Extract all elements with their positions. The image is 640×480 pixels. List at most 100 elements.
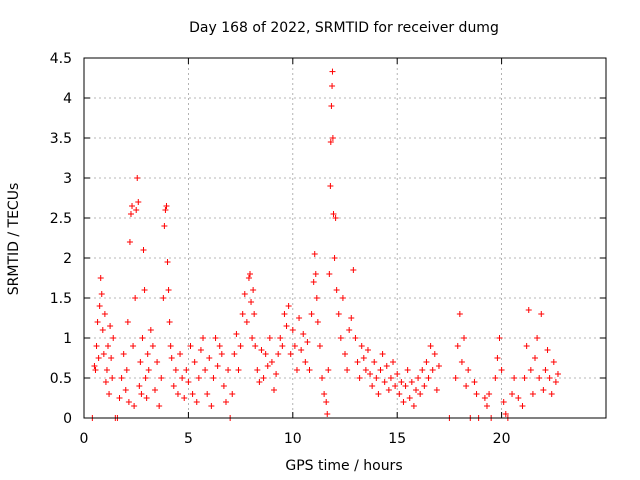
data-point [324, 411, 331, 417]
y-tick-label: 2 [63, 251, 72, 267]
data-point [250, 287, 257, 293]
data-point [521, 375, 528, 381]
data-point [145, 367, 152, 373]
data-point [532, 355, 539, 361]
data-point [392, 383, 399, 389]
y-tick-label: 4.5 [50, 51, 72, 67]
data-point [189, 391, 196, 397]
data-point [321, 391, 328, 397]
data-point [168, 355, 175, 361]
y-axis-label: SRMTID / TECUs [6, 183, 22, 296]
data-point [92, 367, 99, 373]
data-point [356, 375, 363, 381]
data-point [251, 311, 258, 317]
data-point [229, 391, 236, 397]
data-point [130, 343, 137, 349]
data-point [106, 391, 113, 397]
y-tick-label: 1 [63, 331, 72, 347]
data-point [103, 367, 110, 373]
x-tick-label: 20 [493, 431, 511, 447]
data-point [548, 391, 555, 397]
x-tick-label: 10 [284, 431, 302, 447]
data-point [360, 355, 367, 361]
data-point [93, 343, 100, 349]
data-point [214, 363, 221, 369]
data-point [181, 395, 188, 401]
data-point [143, 395, 150, 401]
data-point [293, 367, 300, 373]
data-point [463, 383, 470, 389]
data-point [289, 327, 296, 333]
data-point [408, 379, 415, 385]
data-point [350, 267, 357, 273]
data-point [412, 387, 419, 393]
data-point [529, 391, 536, 397]
data-point [248, 299, 255, 305]
data-point [202, 367, 209, 373]
data-point [387, 375, 394, 381]
x-tick-label: 15 [388, 431, 406, 447]
data-point [542, 367, 549, 373]
data-point [161, 223, 168, 229]
data-point [151, 387, 158, 393]
data-point [149, 343, 156, 349]
data-point [398, 379, 405, 385]
data-point [342, 351, 348, 357]
x-axis-label: GPS time / hours [285, 458, 402, 474]
data-point [266, 335, 273, 341]
data-point [125, 399, 132, 405]
data-point [429, 367, 436, 373]
data-point [417, 391, 424, 397]
data-point [306, 367, 313, 373]
data-point [554, 371, 561, 377]
data-point [285, 303, 292, 309]
data-point [328, 103, 335, 109]
data-point [339, 295, 346, 301]
data-point [326, 271, 333, 277]
data-point [311, 251, 318, 257]
data-point [544, 347, 551, 353]
data-point [97, 275, 104, 281]
data-point [313, 295, 320, 301]
data-point [461, 335, 468, 341]
data-point [260, 375, 267, 381]
x-axis-ticks: 0 5 10 15 20 [80, 58, 511, 447]
data-point [435, 363, 442, 369]
data-point [275, 351, 282, 357]
data-point [95, 355, 102, 361]
data-point [109, 375, 116, 381]
data-point [98, 291, 105, 297]
data-point [327, 139, 334, 145]
data-point [481, 395, 488, 401]
data-point [164, 259, 171, 265]
data-point [132, 295, 139, 301]
data-point [369, 383, 376, 389]
y-tick-label: 2.5 [50, 211, 72, 227]
data-point [502, 411, 509, 417]
data-point [471, 379, 478, 385]
data-point [126, 239, 133, 245]
data-point [496, 335, 503, 341]
data-point [206, 355, 213, 361]
data-point [245, 275, 252, 281]
data-point [500, 399, 507, 405]
data-point [281, 311, 288, 317]
data-point [165, 287, 172, 293]
data-points [89, 68, 561, 421]
data-point [385, 387, 392, 393]
data-point [220, 383, 227, 389]
data-point [193, 399, 200, 405]
data-point [300, 331, 307, 337]
data-point [139, 335, 146, 341]
data-point [110, 335, 117, 341]
data-point [133, 207, 140, 213]
data-point [486, 391, 493, 397]
data-point [158, 375, 165, 381]
data-point [377, 367, 384, 373]
data-point [423, 359, 430, 365]
data-point [197, 347, 204, 353]
data-point [329, 68, 336, 75]
data-point [268, 359, 275, 365]
data-point [204, 391, 211, 397]
